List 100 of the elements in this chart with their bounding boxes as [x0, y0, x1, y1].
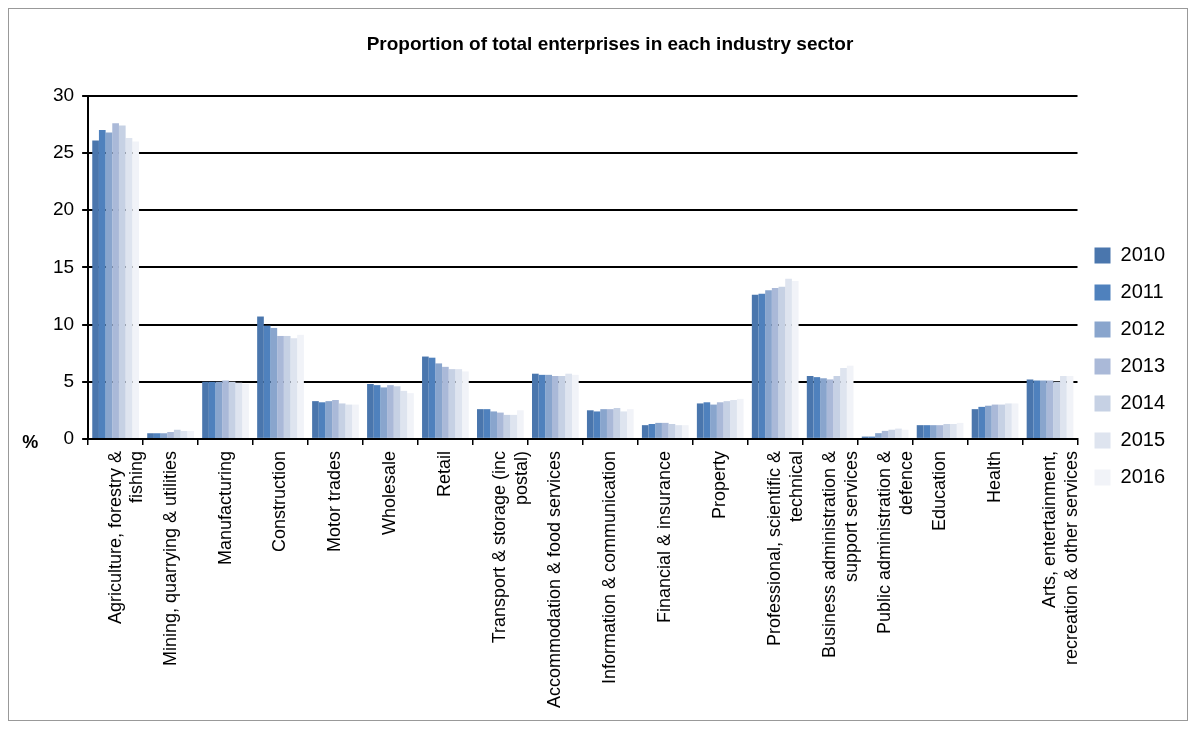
legend-label: 2014	[1120, 391, 1166, 414]
bar	[477, 409, 484, 438]
bar	[98, 130, 106, 438]
bar	[552, 375, 559, 438]
bar	[153, 433, 161, 438]
x-tick-label: Transport & storage (inc postal)	[489, 450, 531, 644]
x-tick-label: Manufacturing	[214, 450, 235, 565]
bar	[613, 408, 621, 438]
bar	[675, 425, 682, 438]
bar	[565, 373, 573, 438]
bar	[167, 432, 174, 438]
bar	[380, 387, 388, 438]
y-tick-label: 5	[63, 369, 75, 391]
bar	[503, 414, 511, 438]
bar	[187, 430, 194, 438]
x-tick-label: Mining, quarrying & utilities	[159, 450, 180, 666]
bar	[648, 424, 656, 438]
bar	[620, 411, 627, 438]
bar	[600, 409, 607, 438]
bar	[1053, 381, 1061, 438]
bar	[943, 424, 951, 438]
bar	[791, 281, 799, 438]
bar	[318, 402, 326, 438]
bar	[312, 401, 319, 438]
bar	[208, 381, 216, 438]
bar	[455, 369, 463, 438]
bar	[751, 294, 759, 438]
bar	[235, 382, 243, 438]
bar	[758, 293, 766, 438]
bar	[338, 403, 346, 438]
bar	[147, 433, 154, 438]
bar	[668, 424, 676, 438]
bar	[1026, 379, 1034, 438]
bar	[606, 409, 614, 438]
bar	[332, 400, 339, 438]
bar	[826, 379, 834, 438]
bar	[923, 425, 931, 438]
bar	[820, 378, 827, 438]
chart-title: Proportion of total enterprises in each industry sector	[366, 32, 854, 54]
x-tick-label: Health	[984, 450, 1005, 503]
bar	[950, 424, 957, 438]
bar	[118, 125, 126, 438]
bar	[875, 433, 882, 438]
bar	[936, 425, 944, 438]
bar	[1005, 403, 1012, 438]
bar	[345, 404, 353, 438]
bar	[448, 369, 456, 438]
bar	[971, 409, 979, 438]
bar	[462, 371, 469, 438]
bar	[222, 380, 229, 438]
bar	[105, 132, 113, 438]
bar	[1040, 380, 1047, 438]
bar	[297, 334, 304, 438]
bar	[132, 141, 139, 438]
bar	[998, 404, 1006, 438]
bar	[730, 400, 737, 438]
bar	[978, 406, 986, 438]
bar	[257, 316, 264, 438]
x-tick-label: Accommodation & food services	[544, 450, 565, 709]
bar	[710, 404, 717, 438]
x-tick-label: Property	[709, 450, 730, 519]
bar	[641, 425, 649, 438]
bar	[586, 410, 594, 438]
bar	[407, 393, 414, 438]
y-tick-label: 30	[52, 84, 75, 106]
bar	[930, 425, 937, 438]
bar	[531, 373, 539, 438]
x-tick-label: Professional, scientific & technical	[764, 450, 806, 646]
bar	[373, 385, 381, 438]
bar	[703, 402, 711, 438]
bar	[681, 425, 689, 438]
y-tick-label: 25	[52, 141, 75, 163]
x-tick-label: Financial & insurance	[654, 450, 675, 623]
bar	[497, 412, 504, 438]
bar	[846, 365, 854, 438]
bar	[228, 381, 236, 438]
bar	[290, 338, 298, 438]
bar	[723, 401, 731, 438]
bar	[888, 429, 896, 438]
y-tick-label: 0	[63, 427, 75, 449]
bar	[593, 411, 601, 438]
bar	[765, 290, 772, 438]
bar	[367, 383, 374, 438]
bar	[125, 138, 133, 438]
legend-label: 2013	[1120, 354, 1166, 377]
bar	[655, 422, 662, 438]
bar	[736, 398, 744, 438]
bar	[490, 411, 498, 438]
bar	[352, 404, 359, 438]
bar	[517, 410, 524, 438]
bar	[1011, 403, 1019, 438]
bar	[956, 422, 964, 438]
bar	[813, 377, 821, 438]
legend-label: 2015	[1120, 428, 1166, 451]
bar	[483, 409, 491, 438]
bar	[545, 374, 552, 438]
bar	[270, 327, 278, 438]
y-axis-title: %	[22, 431, 39, 452]
bar	[572, 374, 579, 438]
bar	[771, 287, 779, 438]
